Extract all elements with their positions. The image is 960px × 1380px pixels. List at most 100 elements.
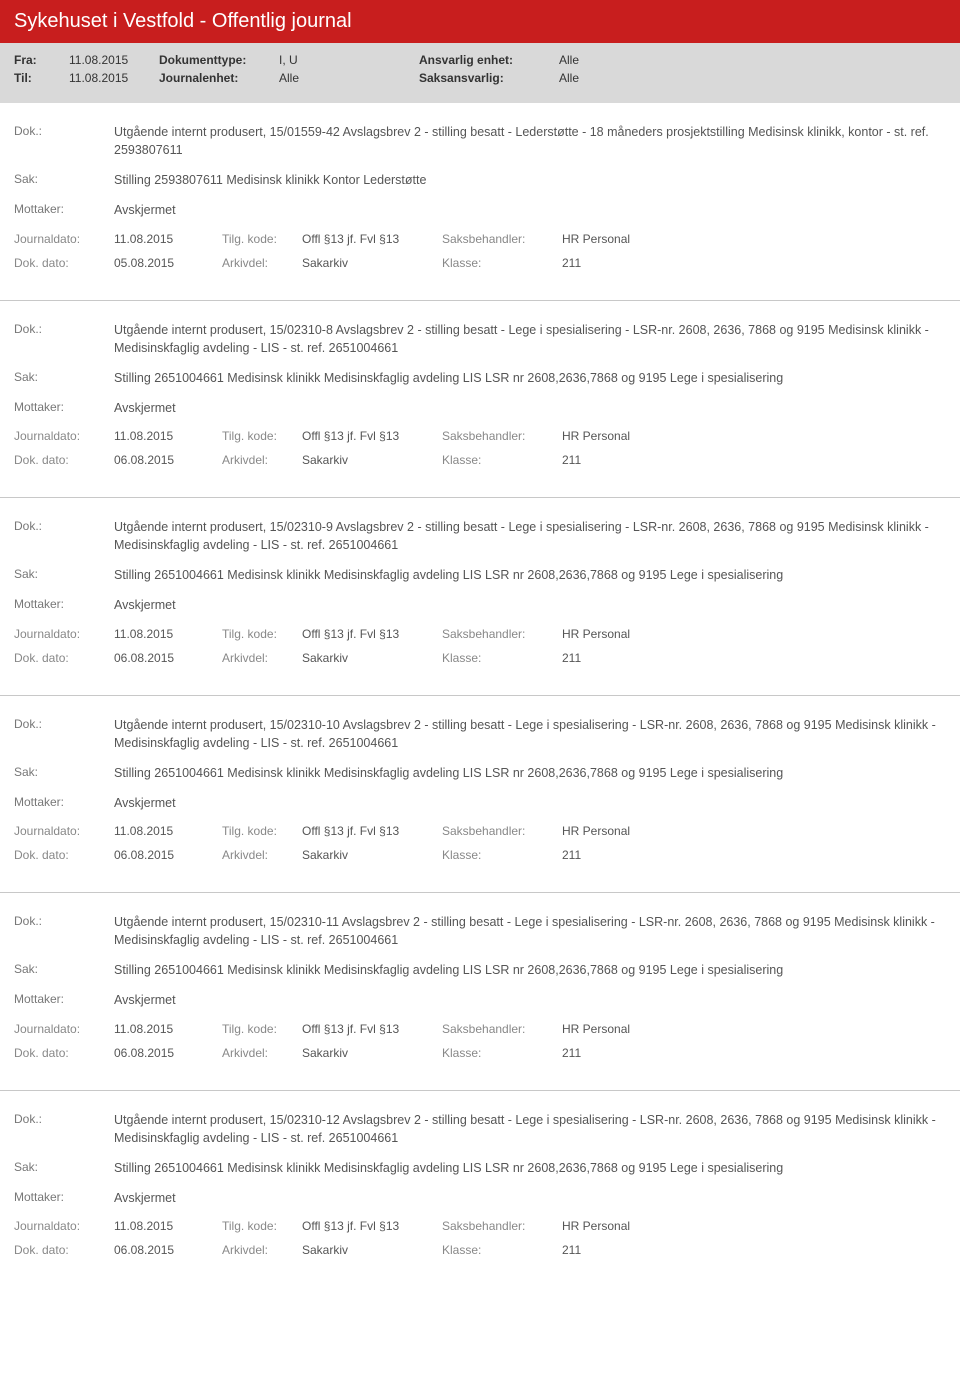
klasse-label: Klasse: — [442, 848, 562, 862]
dokdato-value: 06.08.2015 — [114, 651, 222, 665]
dokdato-value: 06.08.2015 — [114, 453, 222, 467]
tilgkode-value: Offl §13 jf. Fvl §13 — [302, 824, 442, 838]
journal-entry: Dok.: Utgående internt produsert, 15/023… — [0, 893, 960, 1091]
page-title: Sykehuset i Vestfold - Offentlig journal — [0, 0, 960, 43]
meta-block: Fra: 11.08.2015 Dokumenttype: I, U Ansva… — [0, 43, 960, 103]
dok-value: Utgående internt produsert, 15/01559-42 … — [114, 123, 946, 159]
saksbehandler-value: HR Personal — [562, 824, 946, 838]
journaldato-label: Journaldato: — [14, 1219, 114, 1233]
dok-value: Utgående internt produsert, 15/02310-8 A… — [114, 321, 946, 357]
sak-label: Sak: — [14, 171, 114, 186]
fra-value: 11.08.2015 — [69, 53, 159, 67]
dokdato-label: Dok. dato: — [14, 453, 114, 467]
sak-value: Stilling 2651004661 Medisinsk klinikk Me… — [114, 961, 946, 979]
arkivdel-label: Arkivdel: — [222, 1243, 302, 1257]
dok-label: Dok.: — [14, 123, 114, 138]
arkivdel-value: Sakarkiv — [302, 453, 442, 467]
mottaker-label: Mottaker: — [14, 399, 114, 414]
mottaker-label: Mottaker: — [14, 596, 114, 611]
doktype-value: I, U — [279, 53, 419, 67]
dok-value: Utgående internt produsert, 15/02310-12 … — [114, 1111, 946, 1147]
journal-entry: Dok.: Utgående internt produsert, 15/015… — [0, 103, 960, 301]
saksbehandler-label: Saksbehandler: — [442, 627, 562, 641]
arkivdel-label: Arkivdel: — [222, 453, 302, 467]
doktype-label: Dokumenttype: — [159, 53, 279, 67]
tilgkode-value: Offl §13 jf. Fvl §13 — [302, 627, 442, 641]
meta-row-2: Til: 11.08.2015 Journalenhet: Alle Saksa… — [14, 71, 946, 85]
journal-entry: Dok.: Utgående internt produsert, 15/023… — [0, 301, 960, 499]
tilgkode-value: Offl §13 jf. Fvl §13 — [302, 232, 442, 246]
saksbehandler-value: HR Personal — [562, 429, 946, 443]
arkivdel-label: Arkivdel: — [222, 848, 302, 862]
journal-entry: Dok.: Utgående internt produsert, 15/023… — [0, 696, 960, 894]
dokdato-value: 05.08.2015 — [114, 256, 222, 270]
mottaker-value: Avskjermet — [114, 1189, 946, 1207]
tilgkode-label: Tilg. kode: — [222, 1219, 302, 1233]
journal-entry: Dok.: Utgående internt produsert, 15/023… — [0, 498, 960, 696]
dokdato-label: Dok. dato: — [14, 1243, 114, 1257]
dok-label: Dok.: — [14, 1111, 114, 1126]
mottaker-label: Mottaker: — [14, 991, 114, 1006]
entries-list: Dok.: Utgående internt produsert, 15/015… — [0, 103, 960, 1287]
dokdato-label: Dok. dato: — [14, 1046, 114, 1060]
klasse-label: Klasse: — [442, 256, 562, 270]
tilgkode-label: Tilg. kode: — [222, 232, 302, 246]
mottaker-value: Avskjermet — [114, 201, 946, 219]
detail-grid: Journaldato: 11.08.2015 Tilg. kode: Offl… — [14, 1022, 946, 1070]
sak-value: Stilling 2651004661 Medisinsk klinikk Me… — [114, 566, 946, 584]
saksbehandler-label: Saksbehandler: — [442, 232, 562, 246]
journaldato-value: 11.08.2015 — [114, 232, 222, 246]
journaldato-value: 11.08.2015 — [114, 824, 222, 838]
tilgkode-label: Tilg. kode: — [222, 1022, 302, 1036]
saksansvarlig-value: Alle — [559, 71, 579, 85]
sak-label: Sak: — [14, 961, 114, 976]
journaldato-label: Journaldato: — [14, 627, 114, 641]
detail-grid: Journaldato: 11.08.2015 Tilg. kode: Offl… — [14, 429, 946, 477]
tilgkode-value: Offl §13 jf. Fvl §13 — [302, 429, 442, 443]
journaldato-value: 11.08.2015 — [114, 1219, 222, 1233]
mottaker-label: Mottaker: — [14, 201, 114, 216]
saksbehandler-value: HR Personal — [562, 1022, 946, 1036]
mottaker-value: Avskjermet — [114, 399, 946, 417]
klasse-label: Klasse: — [442, 1243, 562, 1257]
dokdato-label: Dok. dato: — [14, 256, 114, 270]
klasse-value: 211 — [562, 453, 946, 467]
saksbehandler-label: Saksbehandler: — [442, 824, 562, 838]
dok-value: Utgående internt produsert, 15/02310-9 A… — [114, 518, 946, 554]
klasse-value: 211 — [562, 1046, 946, 1060]
klasse-value: 211 — [562, 256, 946, 270]
arkivdel-value: Sakarkiv — [302, 848, 442, 862]
saksbehandler-label: Saksbehandler: — [442, 429, 562, 443]
dokdato-value: 06.08.2015 — [114, 1046, 222, 1060]
arkivdel-value: Sakarkiv — [302, 651, 442, 665]
til-label: Til: — [14, 71, 69, 85]
dok-value: Utgående internt produsert, 15/02310-10 … — [114, 716, 946, 752]
sak-label: Sak: — [14, 369, 114, 384]
journal-entry: Dok.: Utgående internt produsert, 15/023… — [0, 1091, 960, 1288]
saksbehandler-value: HR Personal — [562, 1219, 946, 1233]
journalenhet-value: Alle — [279, 71, 419, 85]
tilgkode-label: Tilg. kode: — [222, 429, 302, 443]
journaldato-value: 11.08.2015 — [114, 429, 222, 443]
tilgkode-label: Tilg. kode: — [222, 824, 302, 838]
mottaker-label: Mottaker: — [14, 1189, 114, 1204]
ansvarlig-value: Alle — [559, 53, 579, 67]
sak-value: Stilling 2651004661 Medisinsk klinikk Me… — [114, 1159, 946, 1177]
klasse-value: 211 — [562, 1243, 946, 1257]
sak-value: Stilling 2651004661 Medisinsk klinikk Me… — [114, 764, 946, 782]
klasse-label: Klasse: — [442, 651, 562, 665]
klasse-value: 211 — [562, 651, 946, 665]
dok-label: Dok.: — [14, 321, 114, 336]
journaldato-label: Journaldato: — [14, 1022, 114, 1036]
arkivdel-label: Arkivdel: — [222, 256, 302, 270]
arkivdel-label: Arkivdel: — [222, 1046, 302, 1060]
klasse-value: 211 — [562, 848, 946, 862]
sak-label: Sak: — [14, 764, 114, 779]
meta-row-1: Fra: 11.08.2015 Dokumenttype: I, U Ansva… — [14, 53, 946, 67]
journaldato-label: Journaldato: — [14, 824, 114, 838]
arkivdel-label: Arkivdel: — [222, 651, 302, 665]
arkivdel-value: Sakarkiv — [302, 1243, 442, 1257]
sak-label: Sak: — [14, 566, 114, 581]
journaldato-label: Journaldato: — [14, 429, 114, 443]
detail-grid: Journaldato: 11.08.2015 Tilg. kode: Offl… — [14, 1219, 946, 1267]
